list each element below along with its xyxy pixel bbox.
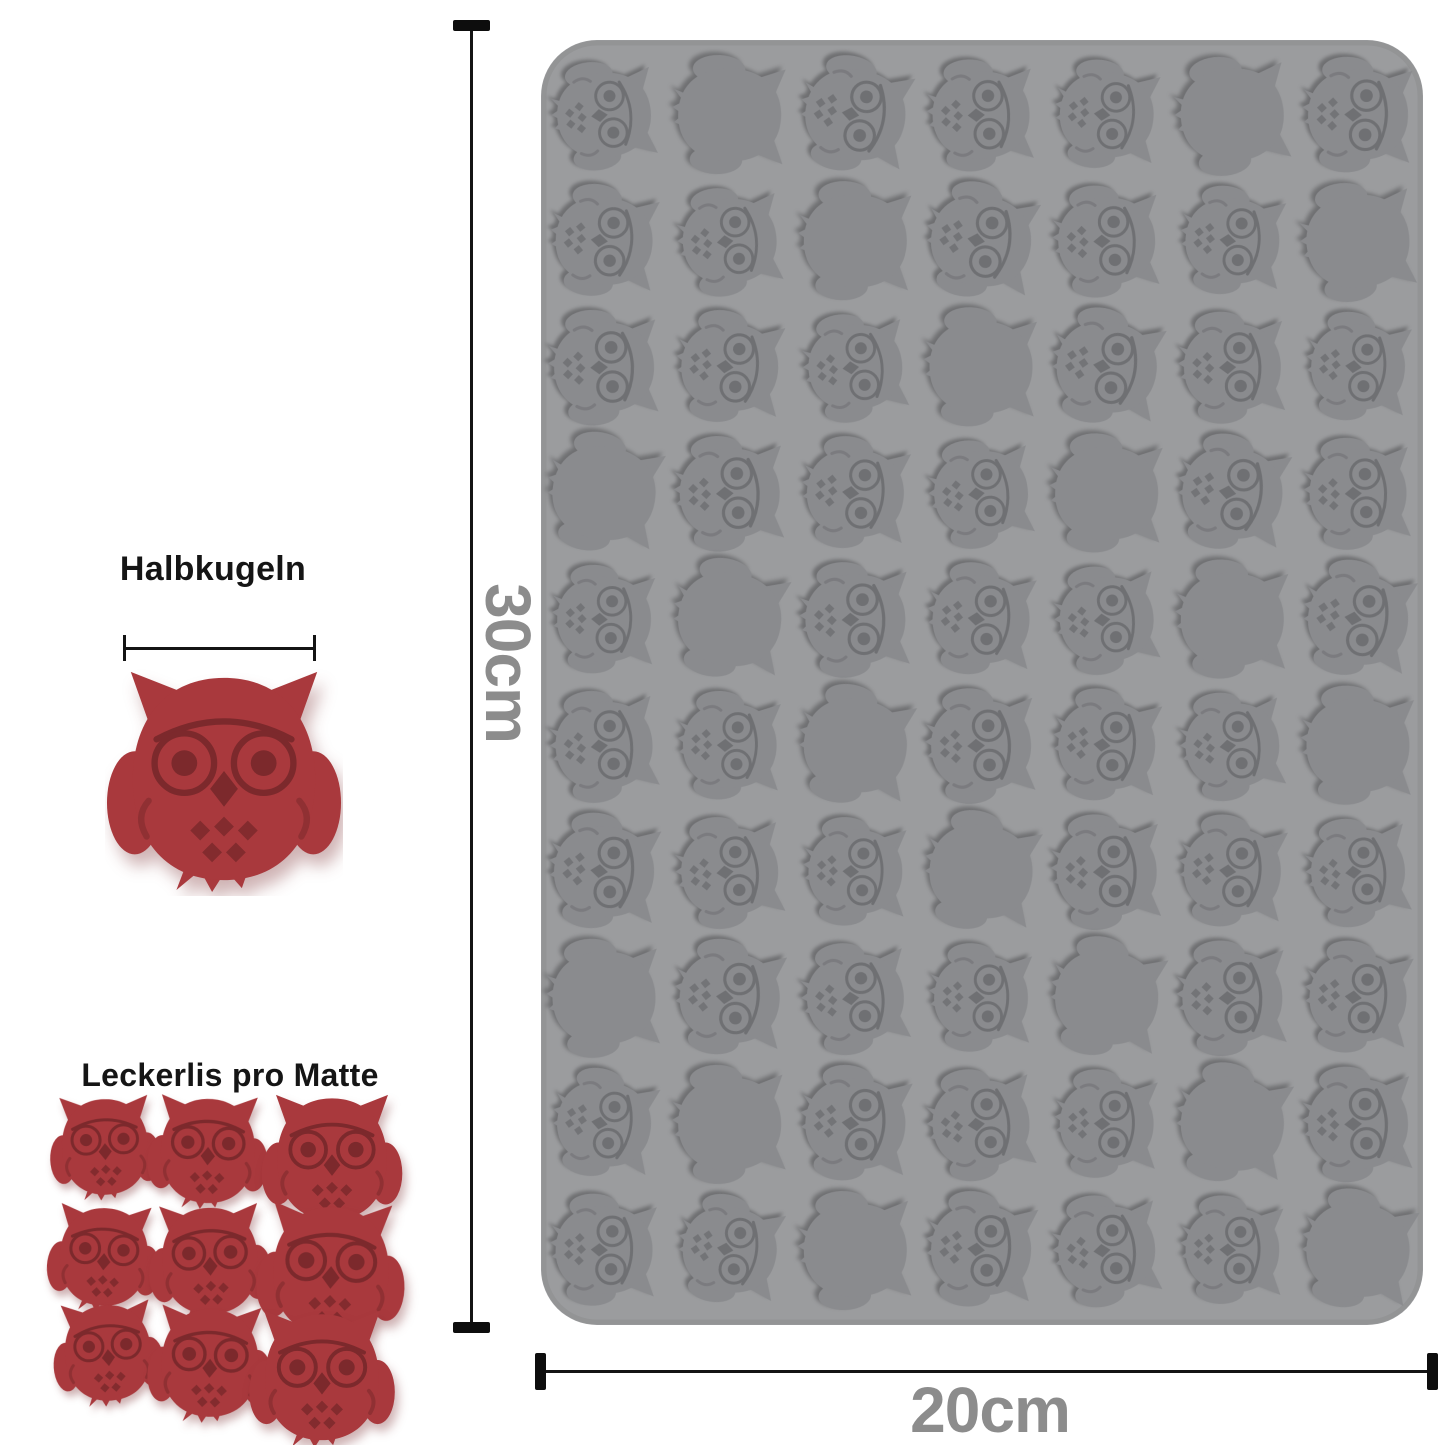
silicone-mold: [541, 40, 1423, 1325]
treat-owl-shape: [48, 1094, 163, 1203]
height-dimension-label: 30cm: [472, 583, 544, 743]
treat-owl-shape: [49, 1298, 167, 1411]
size-indicator-tick-right: [313, 635, 316, 661]
hemisphere-owl: [106, 671, 342, 893]
treat-owl-shape: [249, 1310, 395, 1445]
width-dimension-cap-left: [535, 1353, 546, 1390]
treat-owl-shape: [145, 1093, 271, 1212]
treats-grid: [44, 1093, 408, 1445]
treat-owl-shape: [146, 1202, 274, 1323]
treat-owl-shape: [106, 671, 342, 893]
hemisphere-title: Halbkugeln: [119, 550, 307, 588]
height-dimension-line: [470, 21, 473, 1333]
height-dimension-cap-top: [453, 20, 490, 31]
size-indicator-line: [123, 635, 316, 661]
width-dimension-line: [537, 1370, 1437, 1373]
height-dimension-cap-bottom: [453, 1322, 490, 1333]
width-dimension-cap-right: [1427, 1353, 1438, 1390]
treats-per-mat-title: Leckerlis pro Matte: [81, 1057, 379, 1093]
treat-owl-shape: [44, 1202, 164, 1315]
width-dimension-label: 20cm: [910, 1374, 1071, 1445]
mold-edge: [541, 40, 1423, 1325]
size-indicator-tick-left: [123, 635, 126, 661]
